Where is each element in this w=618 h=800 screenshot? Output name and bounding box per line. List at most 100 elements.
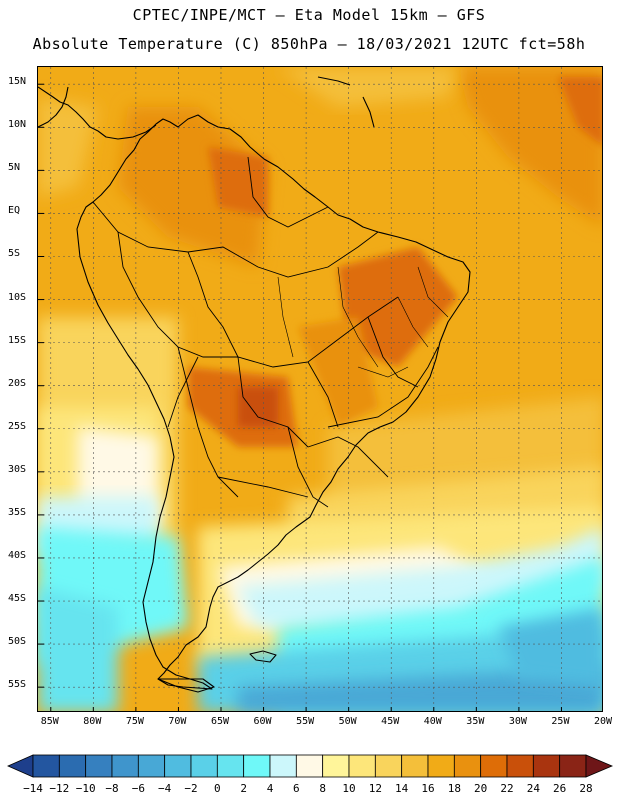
- lat-label: 20S: [8, 377, 27, 389]
- colorbar-label: 24: [526, 782, 540, 795]
- colorbar-segment: [269, 754, 297, 778]
- lon-label: 40W: [423, 716, 442, 727]
- colorbar-label: 22: [500, 782, 514, 795]
- colorbar-label: 28: [579, 782, 593, 795]
- lat-label: 40S: [8, 549, 27, 561]
- lat-label: 55S: [8, 679, 27, 691]
- antilles-1: [317, 76, 351, 86]
- colorbar-segment: [164, 754, 192, 778]
- lon-label: 75W: [125, 716, 144, 727]
- lon-label: 85W: [40, 716, 59, 727]
- map-frame: [37, 66, 603, 712]
- colorbar-segment: [532, 754, 561, 778]
- colorbar-label: 26: [553, 782, 567, 795]
- lon-label: 30W: [508, 716, 527, 727]
- lat-label: 10S: [8, 291, 27, 303]
- colorbar-label: −4: [158, 782, 172, 795]
- lat-label: 10N: [8, 119, 27, 131]
- colorbar-label: 8: [319, 782, 326, 795]
- lat-label: 35S: [8, 506, 27, 518]
- grid-lines: [38, 67, 602, 711]
- central-america-coast: [38, 86, 157, 140]
- lat-label: 5S: [8, 248, 21, 260]
- colorbar-segment: [216, 754, 245, 778]
- colorbar-segment: [401, 754, 429, 778]
- lat-label: EQ: [8, 205, 21, 217]
- colorbar-segment: [243, 754, 271, 778]
- colorbar-segment: [427, 754, 455, 778]
- field-ne-warm: [458, 67, 602, 226]
- colorbar-label: 2: [240, 782, 247, 795]
- colorbar-segment: [85, 754, 113, 778]
- lat-label: 45S: [8, 593, 27, 605]
- colorbar-label: −10: [75, 782, 96, 795]
- lat-label: 15N: [8, 76, 27, 88]
- lon-label: 35W: [466, 716, 485, 727]
- colorbar-segment: [480, 754, 508, 778]
- lat-label: 5N: [8, 162, 21, 174]
- colorbar-label: −14: [23, 782, 43, 795]
- lon-label: 80W: [83, 716, 102, 727]
- field-ne-brazil-hot: [338, 247, 458, 367]
- lat-label: 30S: [8, 463, 27, 475]
- colorbar-segment: [453, 754, 482, 778]
- lat-label: 15S: [8, 334, 27, 346]
- colorbar-arrow-high: [585, 754, 614, 778]
- lon-label: 25W: [551, 716, 570, 727]
- lon-label: 65W: [210, 716, 230, 727]
- colorbar: [7, 754, 614, 778]
- field-paraguay-hot: [238, 387, 278, 427]
- field-nw-cool: [38, 97, 98, 197]
- colorbar-segment: [374, 754, 403, 778]
- lat-label: 25S: [8, 420, 27, 432]
- lon-label: 60W: [253, 716, 272, 727]
- colorbar-segment: [137, 754, 166, 778]
- title-line-2: Absolute Temperature (C) 850hPa – 18/03/…: [32, 35, 586, 53]
- colorbar-label: 10: [342, 782, 356, 795]
- coastlines: [38, 76, 471, 693]
- title-line-1: CPTEC/INPE/MCT – Eta Model 15km – GFS: [132, 6, 486, 24]
- colorbar-label: 16: [421, 782, 435, 795]
- colorbar-label: 14: [395, 782, 409, 795]
- colorbar-segment: [295, 754, 324, 778]
- field-ne-hot: [558, 77, 602, 146]
- lon-label: 70W: [168, 716, 187, 727]
- colorbar-label: −12: [49, 782, 70, 795]
- colorbar-label: −8: [105, 782, 119, 795]
- state-borders: [277, 266, 449, 378]
- field-amazon-warm: [118, 107, 268, 267]
- country-borders: [92, 156, 439, 508]
- lon-label: 45W: [381, 716, 400, 727]
- tierra-del-fuego: [157, 678, 215, 693]
- colorbar-label: 6: [293, 782, 300, 795]
- colorbar-label: 4: [266, 782, 274, 795]
- colorbar-arrow-low: [7, 754, 34, 778]
- colorbar-label: 20: [474, 782, 488, 795]
- falklands: [249, 650, 277, 663]
- colorbar-label: 18: [447, 782, 461, 795]
- field-far-south2: [238, 667, 602, 711]
- colorbar-label: 0: [214, 782, 221, 795]
- colorbar-segment: [506, 754, 534, 778]
- lon-label: 20W: [593, 716, 613, 727]
- colorbar-segment: [348, 754, 376, 778]
- field-sw-cyan2: [38, 587, 118, 711]
- field-venezuela-hot: [208, 147, 268, 217]
- caribbean-coast: [38, 86, 69, 128]
- lon-label: 50W: [338, 716, 357, 727]
- colorbar-segment: [111, 754, 139, 778]
- lon-label: 55W: [296, 716, 315, 727]
- temperature-map: [38, 67, 602, 711]
- lat-label: 50S: [8, 636, 27, 648]
- south-america-coast: [76, 114, 471, 690]
- colorbar-segment: [190, 754, 218, 778]
- colorbar-segment: [322, 754, 350, 778]
- field-n-cool: [278, 67, 458, 107]
- antilles-2: [362, 96, 375, 128]
- colorbar-segment: [32, 754, 60, 778]
- colorbar-label: −6: [131, 782, 145, 795]
- colorbar-label: 12: [368, 782, 382, 795]
- colorbar-segment: [58, 754, 87, 778]
- field-central-warm: [298, 317, 378, 427]
- colorbar-label: −2: [184, 782, 198, 795]
